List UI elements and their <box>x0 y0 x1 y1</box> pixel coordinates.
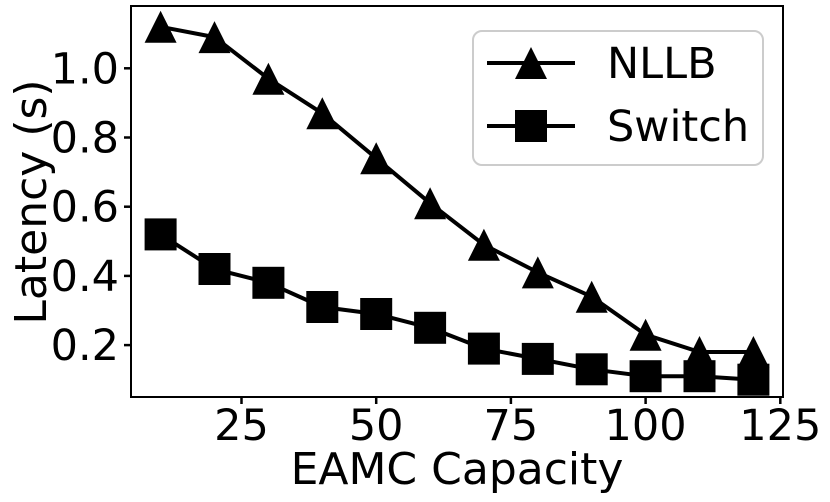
y-tick-label: 0.6 <box>51 183 119 233</box>
x-axis-label: EAMC Capacity <box>291 444 624 495</box>
x-tick-label: 50 <box>349 401 404 451</box>
data-marker-square <box>414 311 447 344</box>
x-tick-label: 25 <box>214 401 269 451</box>
data-marker-square <box>683 360 716 393</box>
y-tick-label: 0.2 <box>51 321 119 371</box>
switch-square-icon <box>515 110 547 142</box>
data-marker-triangle <box>683 336 716 368</box>
data-marker-triangle <box>575 280 608 313</box>
data-marker-triangle <box>306 97 339 130</box>
plot-border <box>130 5 784 398</box>
data-marker-square <box>360 298 393 330</box>
data-marker-square <box>252 266 285 299</box>
y-tick-label: 0.8 <box>51 114 119 164</box>
x-tick-label: 125 <box>739 401 821 451</box>
data-marker-square <box>575 353 608 386</box>
data-marker-square <box>467 332 500 365</box>
data-marker-triangle <box>629 318 662 351</box>
series-layer <box>144 10 770 396</box>
data-marker-triangle <box>521 256 554 289</box>
data-marker-square <box>737 363 770 396</box>
data-marker-square <box>144 218 177 251</box>
data-marker-square <box>198 253 231 285</box>
legend-label-nllb: NLLB <box>607 39 717 89</box>
data-marker-square <box>629 360 662 393</box>
legend-entry-switch: Switch <box>487 102 749 152</box>
legend: NLLB Switch <box>472 30 764 166</box>
data-marker-triangle <box>737 336 770 368</box>
y-tick-label: 0.4 <box>51 252 119 302</box>
legend-entry-nllb: NLLB <box>487 39 717 89</box>
x-tick-label: 75 <box>484 401 539 451</box>
legend-label-switch: Switch <box>607 102 749 152</box>
data-marker-square <box>306 291 339 323</box>
y-axis-label: Latency (s) <box>6 79 57 324</box>
data-marker-triangle <box>467 228 500 261</box>
series-line-switch <box>159 232 754 382</box>
x-tick-label: 100 <box>605 401 687 451</box>
data-marker-triangle <box>198 21 231 54</box>
y-tick-label: 1.0 <box>51 44 119 94</box>
data-marker-square <box>521 342 554 375</box>
axes-layer: 25 50 75 100 125 0.2 0.4 0.6 0.8 1.0 <box>51 5 821 451</box>
data-marker-triangle <box>360 142 393 175</box>
data-marker-triangle <box>144 10 177 43</box>
nllb-triangle-icon <box>515 47 547 79</box>
data-marker-triangle <box>252 62 285 95</box>
data-marker-triangle <box>414 187 447 220</box>
